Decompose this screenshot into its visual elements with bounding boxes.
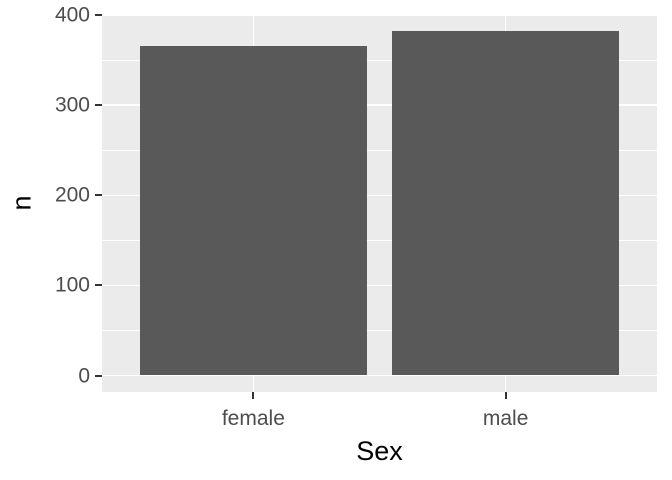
y-tick-mark (95, 374, 102, 377)
y-tick-mark (95, 104, 102, 107)
minor-gridline (102, 59, 657, 61)
x-tick-mark (504, 392, 507, 399)
y-axis-tick-label: 200 (54, 183, 90, 207)
minor-gridline (102, 149, 657, 151)
minor-gridline (102, 330, 657, 331)
major-gridline (102, 194, 657, 197)
major-gridline (102, 104, 657, 106)
y-tick-mark (95, 284, 102, 287)
x-axis-tick-label: female (221, 407, 285, 430)
x-axis-title: Sex (356, 436, 403, 466)
major-gridline (102, 284, 657, 287)
y-axis-tick-label: 300 (54, 93, 90, 117)
major-gridline (102, 374, 657, 377)
bar-female (139, 45, 367, 376)
y-axis-tick-label: 0 (78, 364, 90, 387)
y-tick-mark (95, 14, 102, 16)
y-tick-mark (95, 194, 102, 197)
plot-panel (102, 14, 657, 392)
y-axis-tick-label: 400 (54, 3, 90, 27)
major-gridline (102, 14, 657, 16)
y-axis-tick-label: 100 (54, 273, 90, 297)
x-axis-tick-label: male (482, 407, 529, 430)
x-tick-mark (252, 392, 255, 399)
bar-male (392, 31, 620, 376)
minor-gridline (102, 239, 657, 241)
